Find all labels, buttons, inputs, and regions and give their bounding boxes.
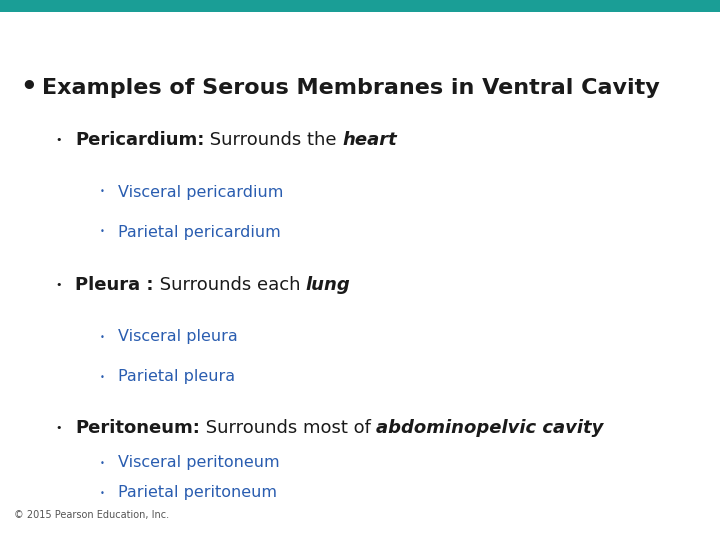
Text: •: • [100, 187, 105, 197]
Text: Visceral peritoneum: Visceral peritoneum [118, 456, 279, 470]
Text: Surrounds the: Surrounds the [204, 131, 343, 149]
Text: •: • [55, 135, 61, 145]
Text: •: • [100, 489, 105, 497]
Text: © 2015 Pearson Education, Inc.: © 2015 Pearson Education, Inc. [14, 510, 169, 520]
Bar [0, 0, 720, 12]
Text: •: • [55, 280, 61, 290]
Text: •: • [100, 373, 105, 381]
Text: Visceral pleura: Visceral pleura [118, 329, 238, 345]
Text: Pericardium:: Pericardium: [75, 131, 204, 149]
Text: Peritoneum:: Peritoneum: [75, 419, 200, 437]
Text: abdominopelvic cavity: abdominopelvic cavity [377, 419, 604, 437]
Text: Parietal peritoneum: Parietal peritoneum [118, 485, 277, 501]
Text: •: • [55, 423, 61, 433]
Text: •: • [100, 458, 105, 468]
Text: Examples of Serous Membranes in Ventral Cavity: Examples of Serous Membranes in Ventral … [42, 78, 660, 98]
Text: Surrounds each: Surrounds each [153, 276, 306, 294]
Text: Pleura :: Pleura : [75, 276, 153, 294]
Text: Surrounds most of: Surrounds most of [200, 419, 377, 437]
Text: Parietal pericardium: Parietal pericardium [118, 225, 281, 240]
Text: Parietal pleura: Parietal pleura [118, 369, 235, 384]
Text: Visceral pericardium: Visceral pericardium [118, 185, 284, 199]
Text: lung: lung [306, 276, 351, 294]
Text: •: • [100, 227, 105, 237]
Text: heart: heart [343, 131, 397, 149]
Text: •: • [20, 75, 37, 101]
Text: •: • [100, 333, 105, 341]
